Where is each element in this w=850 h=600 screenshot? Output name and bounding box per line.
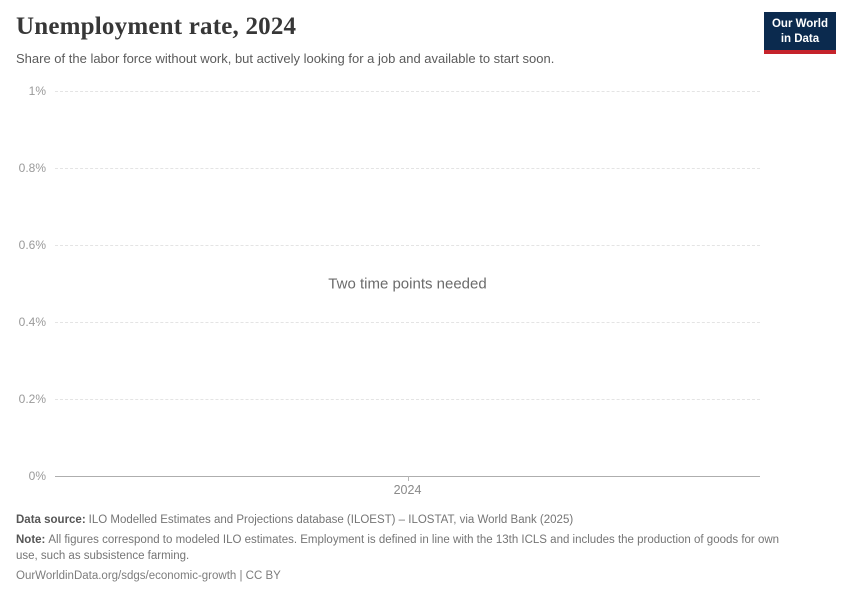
logo-line2: in Data [780, 32, 820, 45]
note-label: Note: [16, 534, 46, 546]
chart-footer: Data source: ILO Modelled Estimates and P… [16, 512, 798, 588]
page-subtitle: Share of the labor force without work, b… [16, 51, 555, 66]
logo-line1: Our World [771, 18, 828, 30]
y-tick-label: 1% [28, 84, 46, 98]
data-source-line: Data source: ILO Modelled Estimates and P… [16, 512, 798, 528]
y-axis-labels: 0% 0.2% 0.4% 0.6% 0.8% 1% [0, 84, 46, 483]
plot-inner: Two time points needed 2024 [55, 91, 760, 497]
data-source-text: ILO Modelled Estimates and Projections d… [88, 514, 574, 526]
gridline [55, 168, 760, 169]
y-tick-label: 0.2% [18, 392, 46, 406]
gridline [55, 322, 760, 323]
note-text: All figures correspond to modeled ILO es… [16, 534, 780, 562]
y-tick-label: 0.4% [18, 315, 46, 329]
gridline [55, 245, 760, 246]
citation-link[interactable]: OurWorldinData.org/sdgs/economic-growth … [16, 570, 281, 582]
owid-logo[interactable]: Our World in Data [763, 12, 836, 55]
y-tick-label: 0.6% [18, 238, 46, 252]
plot-area: 0% 0.2% 0.4% 0.6% 0.8% 1% Two time points nee… [0, 84, 850, 497]
empty-data-message: Two time points needed [328, 275, 487, 292]
x-tick-mark [407, 476, 409, 481]
y-tick-label: 0.8% [18, 161, 46, 175]
y-tick-label: 0% [28, 469, 46, 483]
note-line: Note: All figures correspond to modeled I… [16, 532, 798, 564]
data-source-label: Data source: [16, 514, 86, 526]
gridline [55, 399, 760, 400]
gridline [55, 91, 760, 92]
page-title: Unemployment rate, 2024 [16, 13, 297, 40]
x-tick-label: 2024 [393, 483, 422, 497]
